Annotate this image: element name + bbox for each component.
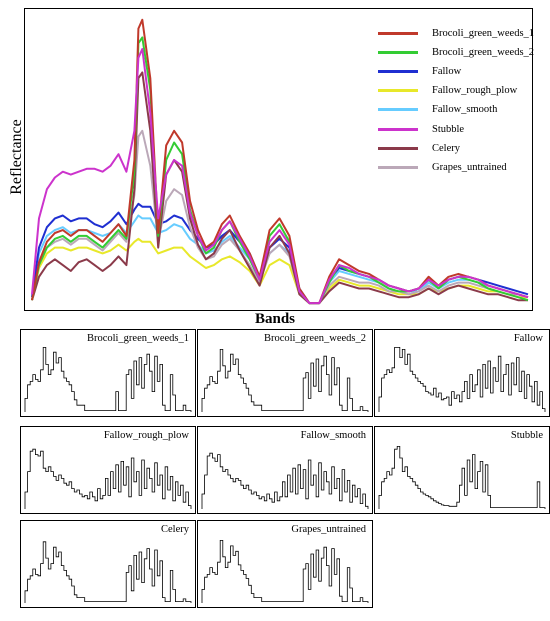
panel-spectrum-line <box>24 541 192 603</box>
legend-label: Grapes_untrained <box>432 161 507 173</box>
legend-swatch <box>378 89 418 93</box>
panel-plot <box>24 448 192 509</box>
panel-plot <box>24 347 192 412</box>
panel-title: Stubble <box>510 430 543 441</box>
legend-swatch <box>378 108 418 112</box>
legend-item: Fallow <box>378 62 534 81</box>
panel-plot <box>24 541 192 603</box>
series-line-grapes-untrained <box>31 129 529 305</box>
legend-swatch <box>378 70 418 74</box>
legend-item: Celery <box>378 139 534 158</box>
panel-fallow: Fallow <box>374 329 550 417</box>
panel-spectrum-line <box>201 452 369 509</box>
legend-swatch <box>378 127 418 131</box>
panel-title: Fallow_rough_plow <box>103 430 189 441</box>
panel-title: Celery <box>161 524 189 535</box>
panel-spectrum-line <box>378 347 546 412</box>
panel-spectrum-line <box>24 448 192 509</box>
panel-plot <box>201 452 369 509</box>
legend-label: Fallow <box>432 66 462 78</box>
panel-plot <box>378 446 546 509</box>
panel-brocoli-green-weeds-2: Brocoli_green_weeds_2 <box>197 329 373 417</box>
legend-swatch <box>378 32 418 36</box>
legend-swatch <box>378 165 418 169</box>
panel-grapes-untrained: Grapes_untrained <box>197 520 373 608</box>
legend-label: Celery <box>432 142 460 154</box>
panel-stubble: Stubble <box>374 426 550 514</box>
legend-item: Fallow_smooth <box>378 100 534 119</box>
panel-plot <box>201 540 369 603</box>
panel-spectrum-line <box>378 446 546 509</box>
legend-item: Grapes_untrained <box>378 158 534 177</box>
panel-fallow-smooth: Fallow_smooth <box>197 426 373 514</box>
legend-item: Fallow_rough_plow <box>378 81 534 100</box>
legend: Brocoli_green_weeds_1 Brocoli_green_weed… <box>378 24 534 177</box>
panel-fallow-rough-plow: Fallow_rough_plow <box>20 426 196 514</box>
x-axis-label: Bands <box>254 311 296 327</box>
panel-spectrum-line <box>201 540 369 603</box>
legend-item: Brocoli_green_weeds_2 <box>378 43 534 62</box>
legend-label: Stubble <box>432 123 465 135</box>
legend-label: Brocoli_green_weeds_2 <box>432 47 535 59</box>
main-plot-svg <box>24 8 533 311</box>
legend-label: Fallow_rough_plow <box>432 85 518 97</box>
y-axis-label: Reflectance <box>8 119 25 195</box>
panel-spectrum-line <box>201 349 369 412</box>
main-reflectance-chart: Reflectance Bands Brocoli_green_weeds_1 … <box>8 8 534 327</box>
panel-spectrum-line <box>24 347 192 412</box>
legend-label: Brocoli_green_weeds_1 <box>432 28 535 40</box>
panel-brocoli-green-weeds-1: Brocoli_green_weeds_1 <box>20 329 196 417</box>
series-line-celery <box>31 71 528 305</box>
legend-item: Stubble <box>378 119 534 138</box>
series-line-brocoli-green-weeds-2 <box>31 36 529 305</box>
legend-swatch <box>378 51 418 55</box>
panel-title: Grapes_untrained <box>291 524 366 535</box>
panel-celery: Celery <box>20 520 196 608</box>
legend-swatch <box>378 146 418 150</box>
panel-plot <box>378 347 546 412</box>
panel-plot <box>201 349 369 412</box>
legend-item: Brocoli_green_weeds_1 <box>378 24 534 43</box>
panel-title: Fallow_smooth <box>300 430 366 441</box>
legend-label: Fallow_smooth <box>432 104 498 116</box>
panel-title: Brocoli_green_weeds_2 <box>263 333 366 344</box>
panel-title: Fallow <box>513 333 543 344</box>
series-line-stubble <box>31 48 529 305</box>
panel-title: Brocoli_green_weeds_1 <box>86 333 189 344</box>
